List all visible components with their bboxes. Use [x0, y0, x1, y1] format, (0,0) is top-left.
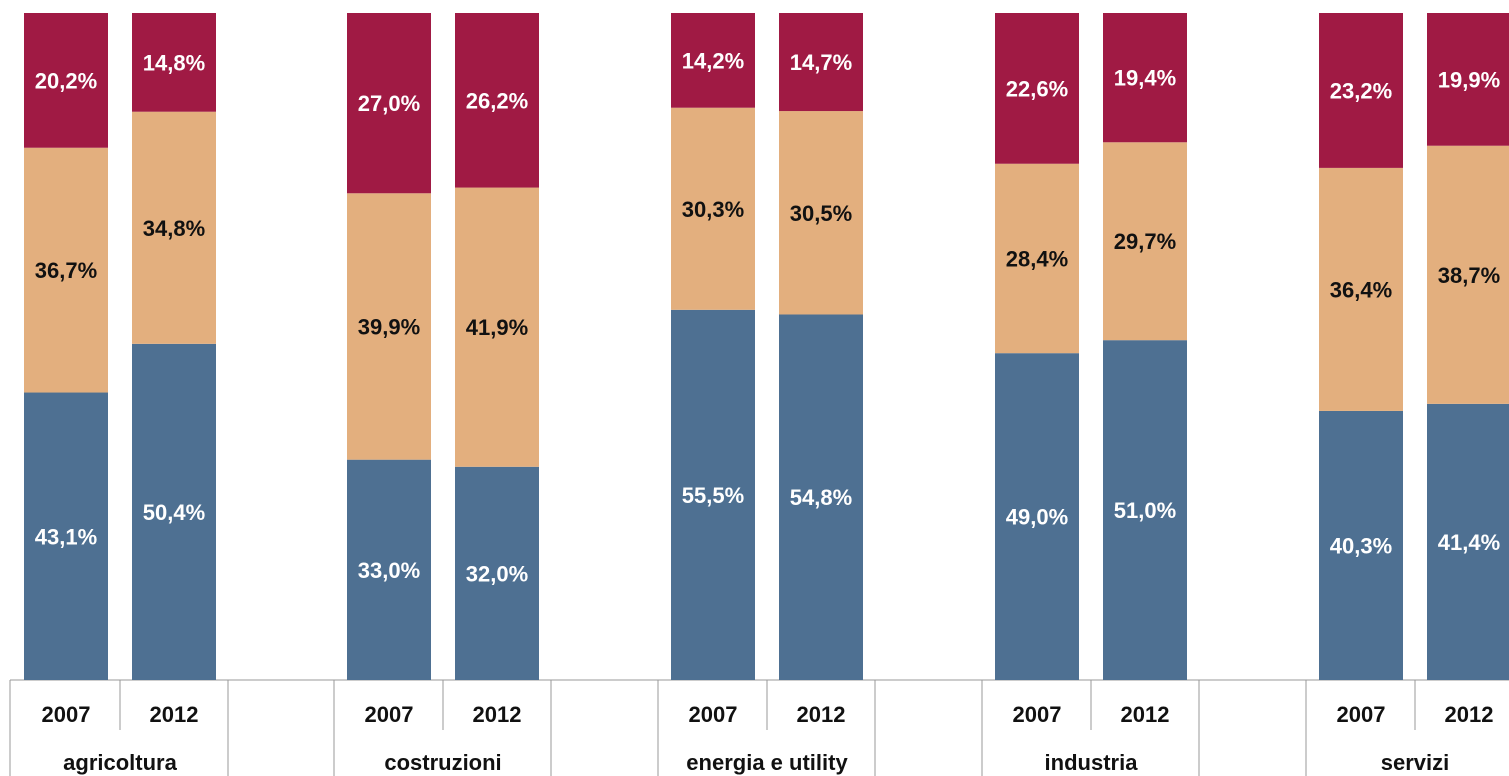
data-label: 41,4% — [1438, 530, 1500, 555]
data-label: 14,8% — [143, 50, 205, 75]
year-tick-label: 2007 — [689, 702, 738, 727]
year-tick-label: 2012 — [150, 702, 199, 727]
data-label: 23,2% — [1330, 78, 1392, 103]
data-label: 14,7% — [790, 50, 852, 75]
bar-segment — [132, 13, 216, 112]
year-tick-label: 2012 — [1445, 702, 1494, 727]
bar-segment — [779, 111, 863, 315]
bar-segment — [347, 459, 431, 680]
bar-segment — [671, 107, 755, 310]
category-tick-label: energia e utility — [686, 750, 848, 775]
data-label: 36,7% — [35, 258, 97, 283]
year-tick-label: 2007 — [1337, 702, 1386, 727]
bar-segment — [1103, 13, 1187, 143]
data-label: 20,2% — [35, 68, 97, 93]
data-label: 55,5% — [682, 483, 744, 508]
bar-segment — [455, 13, 539, 188]
category-tick-label: agricoltura — [63, 750, 177, 775]
data-label: 30,3% — [682, 197, 744, 222]
data-label: 54,8% — [790, 485, 852, 510]
data-label: 28,4% — [1006, 246, 1068, 271]
bar-segment — [132, 343, 216, 680]
bar-segment — [1427, 145, 1509, 404]
bar-segment — [671, 309, 755, 680]
year-tick-label: 2012 — [473, 702, 522, 727]
data-label: 32,0% — [466, 561, 528, 586]
data-label: 43,1% — [35, 524, 97, 549]
data-label: 33,0% — [358, 558, 420, 583]
category-tick-label: servizi — [1381, 750, 1450, 775]
year-tick-label: 2007 — [365, 702, 414, 727]
data-label: 19,4% — [1114, 66, 1176, 91]
data-label: 36,4% — [1330, 277, 1392, 302]
bar-segment — [1427, 403, 1509, 680]
bar-segment — [455, 187, 539, 467]
data-label: 22,6% — [1006, 76, 1068, 101]
bar-segment — [24, 147, 108, 393]
data-label: 27,0% — [358, 91, 420, 116]
bar-segment — [1319, 410, 1403, 680]
bar-segment — [24, 13, 108, 148]
data-label: 34,8% — [143, 216, 205, 241]
bar-segment — [347, 193, 431, 460]
data-label: 39,9% — [358, 314, 420, 339]
bar-segment — [1427, 13, 1509, 146]
bar-segment — [1319, 13, 1403, 168]
year-tick-label: 2012 — [1121, 702, 1170, 727]
data-label: 41,9% — [466, 315, 528, 340]
bar-segment — [24, 392, 108, 680]
bar-segment — [995, 353, 1079, 680]
category-tick-label: industria — [1045, 750, 1139, 775]
category-tick-label: costruzioni — [384, 750, 501, 775]
data-label: 14,2% — [682, 48, 744, 73]
data-label: 26,2% — [466, 88, 528, 113]
bar-segment — [1103, 340, 1187, 680]
data-label: 38,7% — [1438, 263, 1500, 288]
bar-segment — [347, 13, 431, 194]
data-label: 30,5% — [790, 201, 852, 226]
bar-segment — [779, 13, 863, 112]
data-label: 40,3% — [1330, 533, 1392, 558]
bar-segment — [995, 13, 1079, 164]
data-label: 50,4% — [143, 500, 205, 525]
year-tick-label: 2012 — [797, 702, 846, 727]
bar-segment — [1319, 167, 1403, 411]
bar-segment — [779, 314, 863, 680]
bar-segment — [995, 163, 1079, 354]
data-label: 51,0% — [1114, 498, 1176, 523]
bar-segment — [1103, 142, 1187, 341]
data-label: 19,9% — [1438, 67, 1500, 92]
bar-segment — [671, 13, 755, 108]
data-label: 49,0% — [1006, 505, 1068, 530]
year-tick-label: 2007 — [1013, 702, 1062, 727]
bar-segment — [132, 111, 216, 344]
data-label: 29,7% — [1114, 229, 1176, 254]
bar-segment — [455, 466, 539, 680]
year-tick-label: 2007 — [42, 702, 91, 727]
